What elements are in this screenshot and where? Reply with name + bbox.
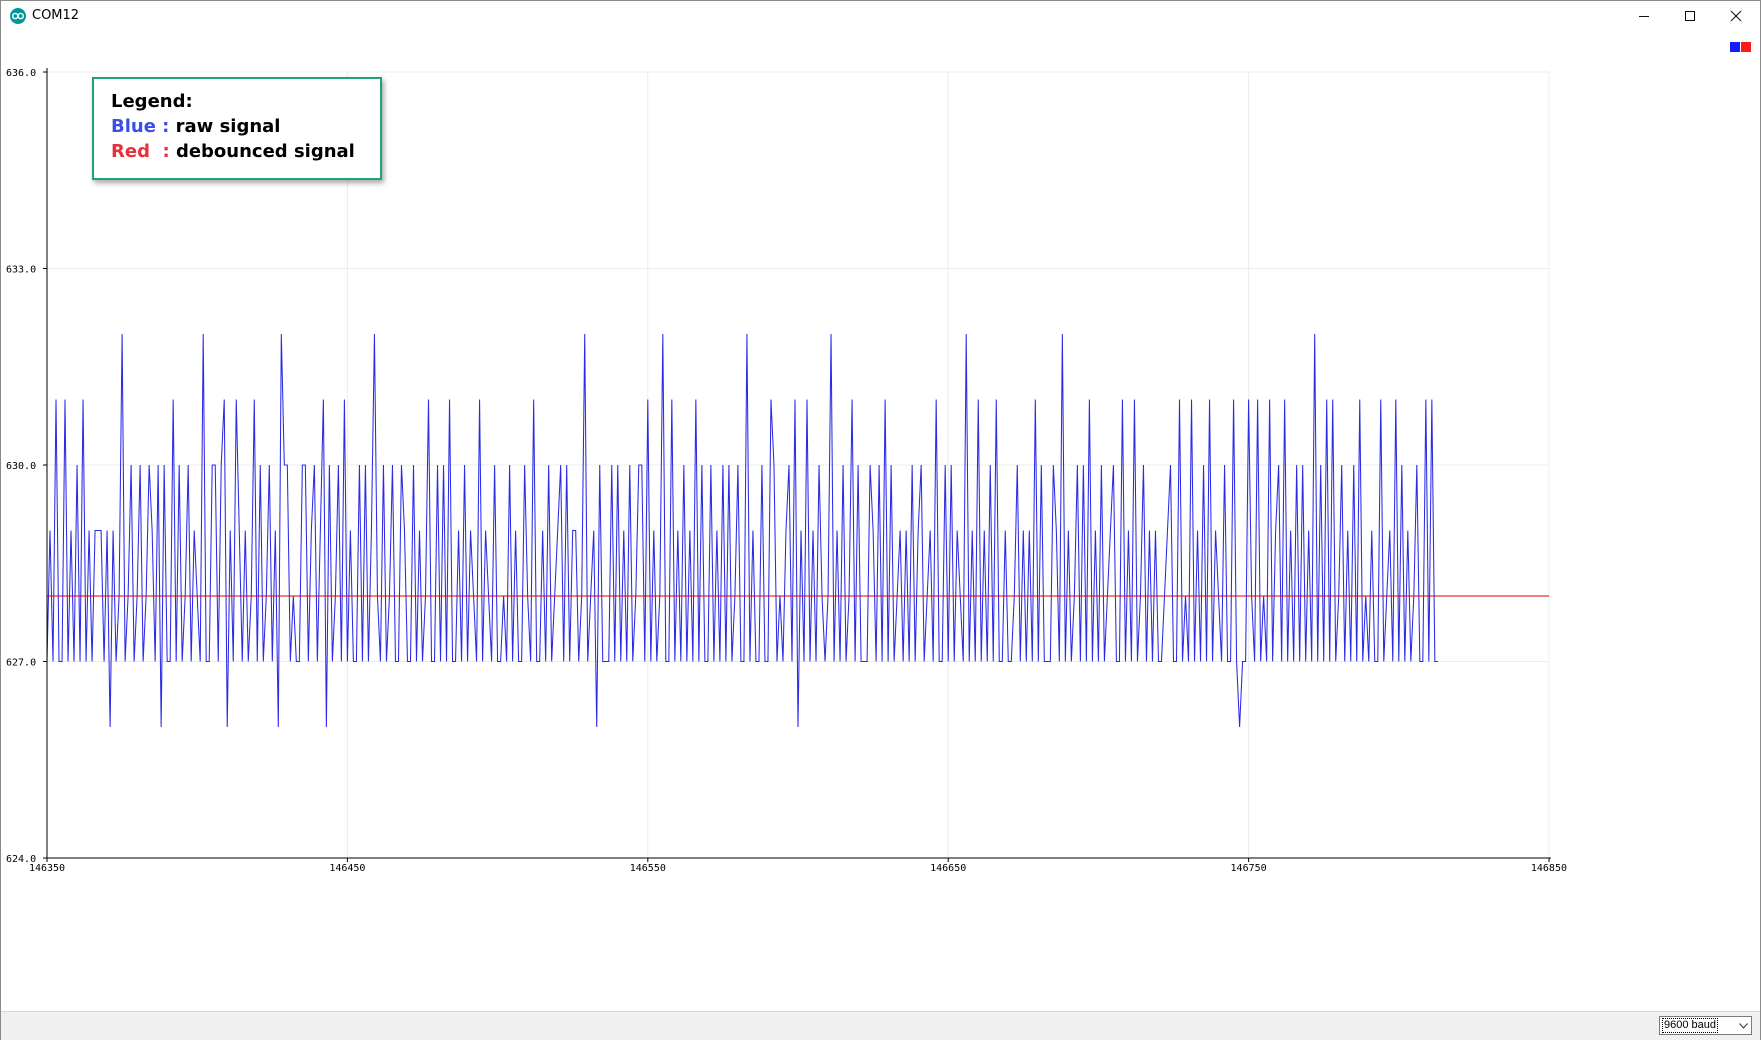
axes: 624.0 627.0 630.0 633.0 636.0 146350 146450 146… [6,68,1567,874]
x-tick-label: 146550 [630,863,666,874]
y-tick-label: 636.0 [6,68,36,79]
x-tick-label: 146750 [1231,863,1267,874]
chevron-down-icon [1735,1017,1751,1034]
maximize-button[interactable] [1667,1,1713,31]
series-layer [46,333,1549,728]
legend-key-red: Red : [111,141,170,162]
legend-key-blue: Blue : [111,116,170,137]
grid [46,71,1550,859]
baud-rate-select[interactable]: 9600 baud [1659,1016,1752,1035]
y-tick-label: 624.0 [6,854,36,865]
x-tick-label: 146850 [1531,863,1567,874]
x-tick-label: 146650 [930,863,966,874]
series-legend [1730,42,1751,52]
series-swatch-red [1741,42,1751,52]
legend-entry-red: Red : debounced signal [111,141,355,162]
legend-text-red: debounced signal [169,141,355,162]
minimize-icon [1639,16,1649,17]
close-icon [1730,10,1742,22]
series-swatch-blue [1730,42,1740,52]
annotation-legend-box: Legend: Blue : raw signal Red : debounce… [92,77,382,180]
series-line-raw [46,333,1438,728]
plot-area: 624.0 627.0 630.0 633.0 636.0 146350 146450 146… [6,68,1567,874]
y-tick-label: 630.0 [6,461,36,472]
legend-entry-blue: Blue : raw signal [111,116,280,137]
title-bar[interactable]: COM12 [1,1,1760,31]
y-tick-label: 627.0 [6,658,36,669]
close-button[interactable] [1713,1,1759,31]
legend-heading: Legend: [111,91,193,112]
x-tick-label: 146350 [29,863,65,874]
arduino-icon [10,8,26,24]
maximize-icon [1685,11,1695,21]
x-tick-label: 146450 [329,863,365,874]
window-title: COM12 [32,8,80,23]
baud-rate-value: 9600 baud [1662,1018,1718,1033]
minimize-button[interactable] [1621,1,1667,31]
y-tick-label: 633.0 [6,265,36,276]
status-bar: 9600 baud [1,1011,1760,1040]
legend-text-blue: raw signal [169,116,281,137]
